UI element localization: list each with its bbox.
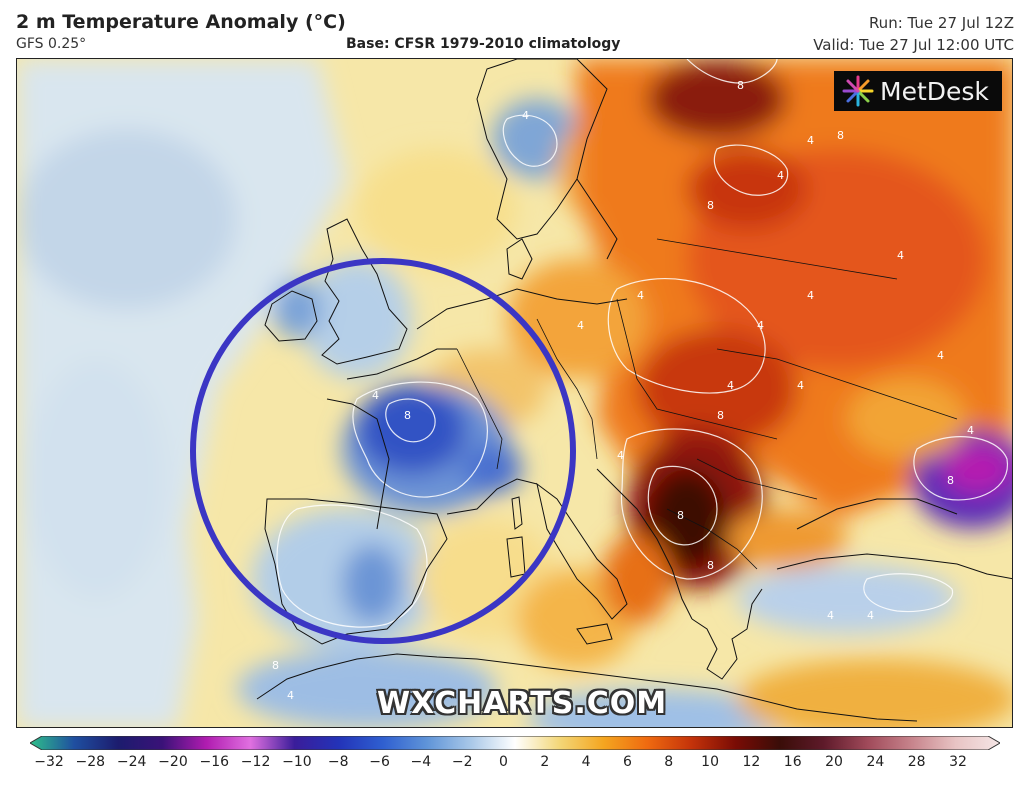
contour-lines	[276, 59, 1008, 628]
contour-label: 4	[897, 249, 904, 262]
colorbar-tick-label: −12	[240, 754, 271, 770]
colorbar-tick-label: 2	[540, 754, 550, 770]
colorbar-tick-label: 10	[701, 754, 719, 770]
contour-label: 4	[937, 349, 944, 362]
colorbar-bar	[30, 736, 1000, 750]
contour-label: 4	[797, 379, 804, 392]
contour-label: 8	[404, 409, 411, 422]
run-time-label: Run: Tue 27 Jul 12Z	[868, 14, 1014, 32]
colorbar-tick-label: 0	[499, 754, 508, 770]
model-label: GFS 0.25°	[16, 36, 87, 52]
colorbar-tick-label: −4	[410, 754, 432, 770]
climatology-base-label: Base: CFSR 1979-2010 climatology	[346, 36, 621, 52]
contour-label: 4	[727, 379, 734, 392]
colorbar-tick-label: −8	[327, 754, 349, 770]
contour-label: 4	[577, 319, 584, 332]
colorbar-tick-label: −16	[199, 754, 230, 770]
wxcharts-watermark: WXCHARTS.COM	[377, 686, 668, 721]
colorbar-tick-label: 32	[949, 754, 967, 770]
colorbar-tick-label: −20	[158, 754, 188, 770]
chart-header: 2 m Temperature Anomaly (°C) GFS 0.25° B…	[0, 0, 1024, 58]
colorbar-ticks: −32 −28 −24 −20 −16 −12 −10 −8 −6 −4 −2 0 2 4 6 8 10 12 16…	[0, 754, 1024, 778]
map-canvas: 4 8 4 8 4 4 8 4 8 4 4 8 8 4 4 4 8 4 4 4 …	[17, 59, 1012, 727]
contour-label: 8	[707, 559, 714, 572]
contour-label: 4	[967, 424, 974, 437]
contour-label: 4	[777, 169, 784, 182]
chart-title: 2 m Temperature Anomaly (°C)	[16, 11, 346, 33]
valid-time-label: Valid: Tue 27 Jul 12:00 UTC	[813, 36, 1014, 54]
colorbar-tick-label: −2	[451, 754, 473, 770]
contour-label: 4	[867, 609, 874, 622]
colorbar-tick-label: −24	[116, 754, 147, 770]
contour-label: 4	[807, 134, 814, 147]
metdesk-logo: MetDesk	[834, 71, 1002, 111]
contour-label: 4	[827, 609, 834, 622]
contour-label: 4	[522, 109, 529, 122]
coastlines	[256, 59, 1012, 722]
colorbar-tick-label: 12	[742, 754, 761, 770]
colorbar-tick-label: 24	[866, 754, 885, 770]
colorbar-tick-label: 28	[907, 754, 926, 770]
contour-label: 8	[717, 409, 724, 422]
contour-label: 4	[757, 319, 764, 332]
contour-label: 4	[287, 689, 294, 702]
contour-label: 8	[947, 474, 954, 487]
contour-label: 8	[272, 659, 279, 672]
contour-label: 4	[617, 449, 624, 462]
colorbar-tick-label: −6	[369, 754, 390, 770]
contour-label: 8	[837, 129, 844, 142]
highlight-circle	[190, 258, 576, 644]
colorbar	[30, 736, 1000, 750]
anomaly-map[interactable]: 4 8 4 8 4 4 8 4 8 4 4 8 8 4 4 4 8 4 4 4 …	[16, 58, 1013, 728]
contour-label: 4	[372, 389, 379, 402]
colorbar-tick-label: −28	[75, 754, 106, 770]
contour-label: 8	[677, 509, 684, 522]
contour-labels: 4 8 4 8 4 4 8 4 8 4 4 8 8 4 4 4 8 4 4 4 …	[272, 79, 974, 702]
metdesk-logo-text: MetDesk	[880, 76, 989, 106]
contour-label: 4	[807, 289, 814, 302]
contour-label: 8	[737, 79, 744, 92]
contour-label: 8	[707, 199, 714, 212]
colorbar-tick-label: 4	[581, 754, 591, 770]
colorbar-tick-label: −32	[34, 754, 64, 770]
colorbar-tick-label: 6	[622, 754, 632, 770]
contour-label: 4	[637, 289, 644, 302]
colorbar-tick-label: 16	[783, 754, 802, 770]
colorbar-tick-label: 8	[664, 754, 674, 770]
colorbar-tick-label: −10	[282, 754, 312, 770]
colorbar-tick-label: 20	[825, 754, 843, 770]
metdesk-logo-icon	[842, 75, 874, 107]
anomaly-field	[17, 59, 1012, 727]
